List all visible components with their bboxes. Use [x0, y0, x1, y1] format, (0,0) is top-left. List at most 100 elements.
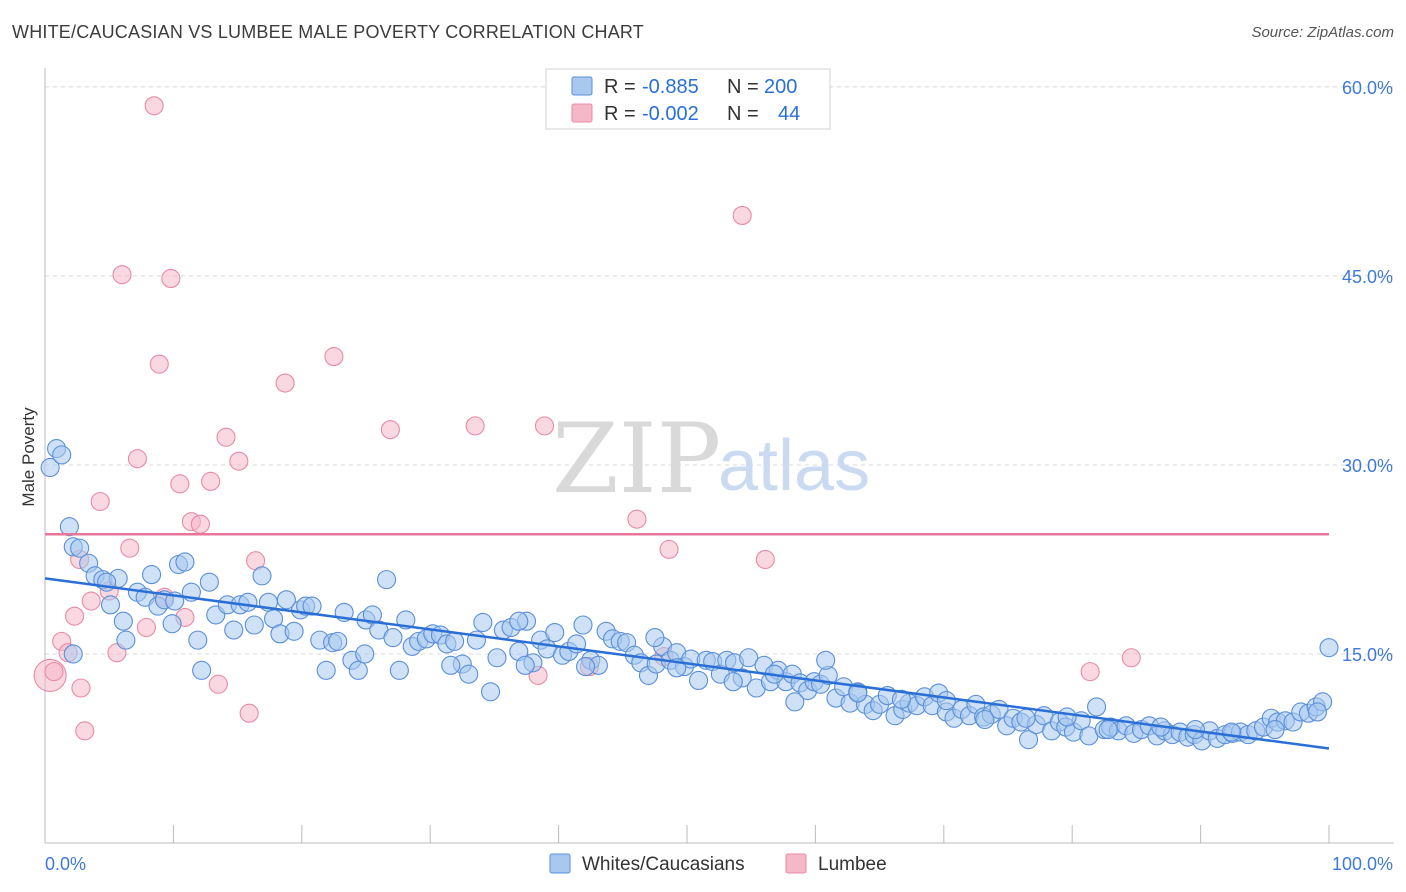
white-point — [1016, 708, 1036, 728]
lumbee-point — [75, 721, 95, 741]
legend-swatch-white — [571, 76, 593, 96]
legend-r-label-lumbee: R = — [604, 103, 636, 125]
white-point — [252, 566, 272, 586]
gridlines — [45, 86, 1394, 655]
legend-n-label-lumbee: N = — [727, 103, 759, 125]
legend-n-value-white: 200 — [764, 76, 797, 98]
lumbee-point — [1121, 648, 1141, 668]
white-point — [355, 644, 375, 664]
y-tick-label-1: 30.0% — [1342, 456, 1393, 476]
trend-lines — [44, 533, 1330, 750]
white-point — [52, 445, 72, 465]
bottom-legend-label-lumbee: Lumbee — [818, 854, 887, 875]
lumbee-point — [81, 591, 101, 611]
legend: R = -0.885 N = 200 R = -0.002 N = 44 — [545, 68, 831, 130]
bottom-legend: Whites/Caucasians Lumbee — [549, 853, 887, 875]
lumbee-point — [120, 538, 140, 558]
white-point — [316, 660, 336, 680]
y-axis-label: Male Poverty — [19, 407, 38, 507]
white-point — [545, 623, 565, 643]
white-point — [376, 570, 397, 590]
lumbee-point — [161, 268, 181, 288]
white-point — [1319, 638, 1339, 658]
white-point — [142, 565, 162, 585]
white-point — [509, 611, 529, 631]
x-tick-label-1: 100.0% — [1332, 854, 1393, 874]
white-point — [70, 538, 90, 558]
y-tick-label-2: 45.0% — [1342, 267, 1393, 287]
white-point — [480, 682, 501, 702]
lumbee-point — [149, 354, 169, 374]
chart-title: WHITE/CAUCASIAN VS LUMBEE MALE POVERTY C… — [12, 22, 644, 42]
white-point — [739, 648, 759, 668]
bottom-legend-label-white: Whites/Caucasians — [582, 854, 745, 875]
white-point — [63, 644, 83, 664]
y-tick-labels: 15.0% 30.0% 45.0% 60.0% — [1342, 78, 1393, 665]
white-point — [162, 614, 182, 634]
y-tick-label-3: 60.0% — [1342, 78, 1393, 98]
white-points — [40, 439, 1339, 751]
white-point — [785, 692, 805, 712]
legend-r-value-white: -0.885 — [642, 76, 699, 98]
legend-r-value-lumbee: -0.002 — [642, 103, 699, 125]
legend-box — [545, 68, 831, 130]
lumbee-point — [208, 674, 228, 694]
white-point — [116, 630, 136, 650]
lumbee-point — [732, 205, 752, 225]
white-point — [723, 672, 743, 692]
white-point — [573, 615, 593, 635]
white-point — [100, 595, 121, 615]
white-point — [1057, 707, 1077, 727]
x-tick-labels: 0.0% 100.0% — [45, 854, 1393, 874]
white-point — [445, 631, 465, 651]
lumbee-point — [324, 347, 344, 367]
lumbee-point — [71, 678, 91, 698]
white-point — [59, 517, 79, 537]
white-point — [975, 709, 995, 730]
bottom-legend-swatch-white — [549, 853, 571, 874]
lumbee-point — [1080, 662, 1100, 682]
white-point — [689, 670, 709, 690]
white-point — [199, 572, 219, 592]
lumbee-point — [380, 420, 400, 440]
white-point — [224, 620, 244, 640]
lumbee-point — [90, 491, 110, 512]
white-point — [1307, 702, 1327, 722]
white-point — [441, 655, 461, 675]
lumbee-point — [755, 549, 775, 570]
white-point — [302, 596, 322, 616]
white-point — [936, 691, 956, 711]
lumbee-point — [64, 606, 85, 626]
white-point — [238, 592, 258, 612]
legend-n-value-lumbee: 44 — [778, 103, 800, 125]
y-tick-label-0: 15.0% — [1342, 645, 1393, 665]
white-point — [348, 660, 368, 680]
legend-r-label-white: R = — [604, 76, 636, 98]
white-point — [1018, 730, 1039, 750]
white-point — [473, 612, 493, 633]
lumbee-point — [534, 416, 555, 436]
white-point — [284, 621, 304, 641]
lumbee-point — [190, 514, 210, 534]
legend-swatch-lumbee — [571, 103, 593, 123]
lumbee-point — [170, 474, 190, 494]
lumbee-point — [136, 617, 156, 638]
legend-n-label-white: N = — [727, 76, 759, 98]
white-point — [40, 457, 60, 478]
watermark-zip: ZIP — [552, 403, 721, 515]
lumbee-point — [201, 471, 221, 491]
white-point — [1098, 720, 1118, 740]
axes — [44, 68, 1394, 844]
x-tick-label-0: 0.0% — [45, 854, 86, 874]
lumbee-point — [627, 509, 647, 529]
white-point — [175, 552, 195, 572]
lumbee-point — [659, 539, 679, 559]
white-point — [188, 630, 208, 650]
white-point — [192, 660, 212, 680]
white-point — [891, 689, 911, 709]
source-label: Source: ZipAtlas.com — [1251, 24, 1394, 41]
white-point — [113, 611, 133, 631]
white-point — [328, 631, 348, 651]
lumbee-point — [216, 427, 236, 447]
